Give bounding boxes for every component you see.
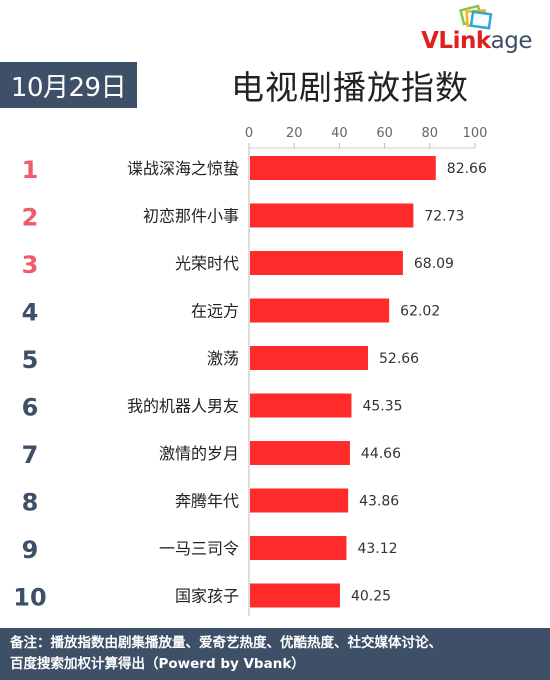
rank-number: 4 [22, 299, 39, 327]
category-label: 我的机器人男友 [127, 397, 239, 416]
rank-number: 8 [22, 489, 39, 517]
x-tick-label: 80 [422, 126, 439, 141]
bar [250, 536, 347, 560]
bar [250, 203, 414, 228]
page-title: 电视剧播放指数 [231, 68, 469, 107]
x-tick-label: 20 [286, 126, 303, 141]
bar [250, 583, 340, 608]
rank-number: 10 [13, 584, 46, 612]
logo-frames-icon [459, 4, 493, 30]
bar [250, 298, 390, 323]
value-label: 68.09 [414, 256, 454, 272]
bar [250, 393, 352, 418]
vlinkage-logo: VLinkage [382, 4, 533, 54]
logo-wordmark: VLinkage [421, 28, 532, 54]
category-label: 光荣时代 [175, 254, 239, 273]
category-label: 谍战深海之惊蛰 [127, 159, 239, 178]
value-label: 52.66 [379, 351, 419, 367]
category-label: 一马三司令 [159, 539, 239, 558]
category-label: 激荡 [207, 349, 239, 368]
rank-number: 7 [22, 441, 39, 469]
value-label: 62.02 [400, 304, 440, 320]
category-label: 激情的岁月 [159, 444, 239, 463]
bar-chart: 0 20 40 60 80 100 1 谍战深海之惊蛰 82.66 2 初恋那件小事 72.73 3 光荣… [13, 126, 488, 616]
footer-note: 备注：播放指数由剧集播放量、爱奇艺热度、优酷热度、社交媒体讨论、 百度搜索加权计… [0, 628, 550, 680]
value-label: 72.73 [424, 209, 464, 225]
rank-number: 9 [22, 536, 39, 564]
rank-number: 3 [22, 251, 39, 279]
value-label: 40.25 [351, 589, 391, 605]
rank-number: 1 [22, 156, 39, 184]
bar [250, 346, 369, 370]
bar [250, 251, 403, 275]
bar [250, 156, 436, 180]
x-tick-label: 60 [376, 126, 393, 141]
value-label: 45.35 [362, 399, 402, 415]
value-label: 43.12 [357, 541, 397, 557]
value-label: 43.86 [359, 494, 399, 510]
date-badge: 10月29日 [0, 62, 137, 108]
bar [250, 441, 350, 465]
value-label: 44.66 [361, 446, 401, 462]
category-label: 奔腾年代 [175, 492, 239, 511]
rank-number: 5 [22, 346, 39, 374]
category-label: 初恋那件小事 [143, 207, 239, 226]
value-label: 82.66 [447, 161, 487, 177]
x-tick-label: 100 [463, 126, 488, 141]
category-label: 在远方 [191, 302, 239, 321]
footer-line-2: 百度搜索加权计算得出（Powerd by Vbank） [10, 656, 305, 672]
category-label: 国家孩子 [175, 587, 239, 606]
footer-line-1: 备注：播放指数由剧集播放量、爱奇艺热度、优酷热度、社交媒体讨论、 [10, 635, 442, 651]
x-tick-label: 40 [331, 126, 348, 141]
rank-number: 6 [22, 394, 39, 422]
bar [250, 488, 349, 513]
x-tick-label: 0 [245, 126, 253, 141]
rank-number: 2 [22, 204, 39, 232]
